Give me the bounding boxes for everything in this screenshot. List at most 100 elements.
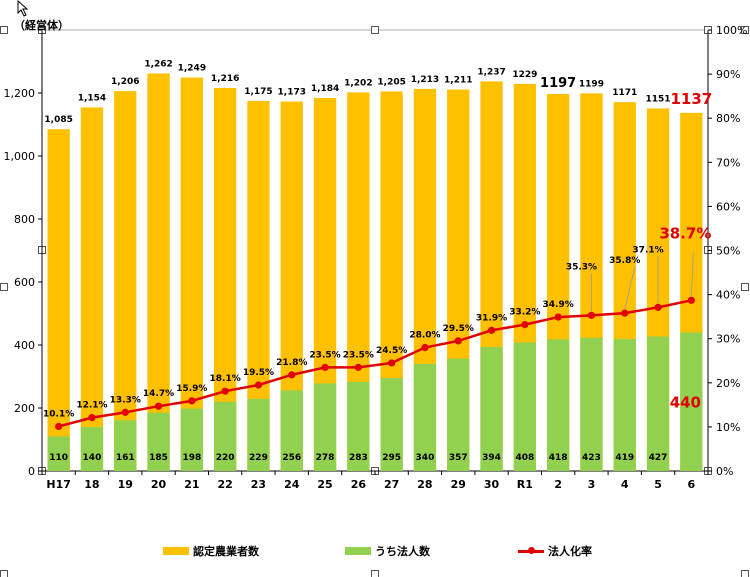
bar-corporations bbox=[546, 339, 570, 471]
resize-handle[interactable] bbox=[371, 570, 379, 577]
label-corporations: 423 bbox=[582, 453, 601, 463]
resize-handle[interactable] bbox=[741, 570, 749, 577]
legend-item-corp: うち法人数 bbox=[345, 543, 430, 559]
bars-total bbox=[47, 73, 703, 472]
label-total: 1,216 bbox=[211, 74, 239, 84]
label-corporations: 283 bbox=[349, 453, 368, 463]
bar-corporations bbox=[247, 398, 270, 471]
bar-corporations bbox=[480, 346, 503, 471]
rate-line-path bbox=[58, 299, 692, 428]
legend-label-total: 認定農業者数 bbox=[193, 545, 259, 558]
label-rate: 21.8% bbox=[276, 358, 307, 368]
right-tick-label: 10% bbox=[716, 421, 740, 434]
bar-total bbox=[347, 92, 370, 472]
label-total: 1151 bbox=[646, 94, 671, 104]
resize-handle[interactable] bbox=[0, 570, 8, 577]
label-corporations: 256 bbox=[282, 453, 301, 463]
right-tick-label: 60% bbox=[716, 200, 740, 213]
label-total: 1,213 bbox=[411, 75, 439, 85]
rate-point bbox=[521, 320, 529, 329]
bar-corporations bbox=[646, 336, 670, 471]
bars-corporations bbox=[47, 332, 703, 471]
bar-total bbox=[47, 129, 70, 471]
label-rate: 31.9% bbox=[476, 313, 507, 323]
bar-corporations bbox=[280, 390, 303, 471]
label-corporations: 140 bbox=[83, 453, 102, 463]
bar-total bbox=[147, 73, 170, 471]
x-tick-label: 19 bbox=[118, 478, 133, 491]
label-rate: 14.7% bbox=[143, 389, 174, 399]
resize-handle[interactable] bbox=[0, 26, 8, 34]
label-rate: 13.3% bbox=[110, 395, 141, 405]
x-tick-label: 3 bbox=[588, 478, 596, 491]
selection-frame[interactable] bbox=[41, 29, 709, 472]
label-corporations: 229 bbox=[249, 453, 268, 463]
legend-item-total: 認定農業者数 bbox=[163, 543, 259, 559]
rate-point bbox=[55, 422, 63, 431]
left-axis: 0 200 400 600 800 1,000 1,200 bbox=[4, 29, 43, 478]
left-tick-label: 1,200 bbox=[4, 87, 36, 100]
right-tick-label: 80% bbox=[716, 112, 740, 125]
rate-point bbox=[654, 303, 662, 311]
bar-total bbox=[80, 107, 104, 472]
label-corporations: 357 bbox=[449, 453, 468, 463]
bar-total bbox=[247, 100, 270, 471]
legend-swatch-corp bbox=[345, 547, 371, 555]
label-rate: 10.1% bbox=[43, 409, 74, 419]
resize-handle[interactable] bbox=[741, 26, 749, 34]
label-total: 1,154 bbox=[78, 93, 106, 103]
legend-label-rate: 法人化率 bbox=[548, 545, 592, 558]
data-labels: 1,085 1,154 1,206 1,262 1,249 1,216 1,175 1,173… bbox=[43, 59, 712, 463]
label-rate: 34.9% bbox=[543, 300, 574, 310]
left-tick-label: 0 bbox=[28, 465, 35, 478]
rate-point bbox=[154, 402, 163, 410]
x-tick-label: 22 bbox=[217, 478, 232, 491]
left-tick-label: 800 bbox=[14, 213, 35, 226]
right-tick-label: 70% bbox=[716, 156, 740, 169]
x-tick-label: 18 bbox=[84, 478, 99, 491]
rate-line bbox=[55, 296, 695, 431]
x-tick-label: 23 bbox=[251, 478, 266, 491]
rate-point bbox=[388, 359, 396, 367]
label-corporations: 340 bbox=[416, 453, 435, 463]
x-tick-label: R1 bbox=[517, 478, 533, 491]
bar-total bbox=[313, 98, 337, 471]
x-tick-label: 25 bbox=[317, 478, 332, 491]
x-tick-label: 30 bbox=[484, 478, 500, 491]
resize-handle[interactable] bbox=[741, 283, 749, 291]
label-rate: 23.5% bbox=[343, 350, 374, 360]
rate-point bbox=[254, 381, 263, 389]
label-total: 1197 bbox=[540, 76, 576, 91]
label-corporations: 419 bbox=[615, 453, 634, 463]
label-total: 1,202 bbox=[344, 78, 372, 88]
label-corporations: 198 bbox=[182, 453, 201, 463]
rate-point bbox=[621, 309, 629, 317]
rate-point bbox=[121, 408, 129, 416]
resize-handle[interactable] bbox=[371, 26, 379, 34]
resize-handle[interactable] bbox=[0, 283, 8, 291]
label-total: 1137 bbox=[670, 90, 712, 108]
leader-line bbox=[624, 267, 636, 310]
bar-corporations bbox=[413, 363, 437, 471]
label-rate: 18.1% bbox=[210, 374, 241, 384]
right-tick-label: 50% bbox=[716, 245, 740, 258]
right-axis: 0% 10% 20% 30% 40% 50% 60% 70% 80% 90% 100% bbox=[707, 24, 747, 478]
label-corporations: 440 bbox=[670, 393, 701, 411]
bar-corporations bbox=[147, 412, 170, 471]
bar-corporations bbox=[114, 420, 137, 471]
bar-corporations bbox=[613, 339, 636, 471]
right-tick-label: 30% bbox=[716, 333, 740, 346]
legend-label-corp: うち法人数 bbox=[375, 545, 430, 558]
bar-corporations bbox=[380, 378, 403, 471]
bar-corporations bbox=[213, 401, 237, 471]
label-total: 1,249 bbox=[178, 64, 206, 74]
right-tick-label: 100% bbox=[716, 24, 747, 37]
bar-corporations bbox=[513, 342, 537, 471]
right-tick-label: 90% bbox=[716, 68, 740, 81]
label-rate: 35.8% bbox=[609, 256, 640, 266]
selection-handles[interactable] bbox=[0, 26, 749, 577]
label-rate: 12.1% bbox=[76, 401, 107, 411]
x-tick-label: 20 bbox=[151, 478, 167, 491]
left-tick-label: 200 bbox=[14, 402, 35, 415]
bar-total bbox=[213, 87, 237, 472]
